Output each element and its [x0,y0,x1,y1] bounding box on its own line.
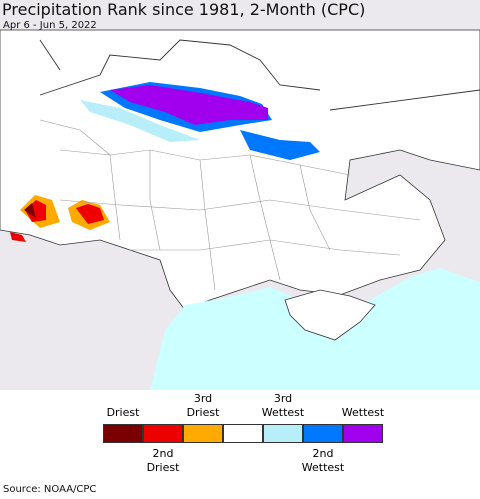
subtitle: Apr 6 - Jun 5, 2022 [3,20,97,31]
legend-label: 2nd Driest [146,447,180,474]
title: Precipitation Rank since 1981, 2-Month (… [2,0,366,19]
moist-region [80,100,200,142]
legend-swatch [303,424,343,443]
dry-region [76,204,104,224]
dry-region [10,232,26,242]
legend-label: 2nd Wettest [301,447,345,474]
legend-label: 3rd Wettest [261,392,305,419]
legend-swatch [183,424,223,443]
wet-region [240,130,320,160]
legend-swatch [223,424,263,443]
legend-swatch [143,424,183,443]
map [0,0,480,390]
legend-swatch [103,424,143,443]
legend-label: Driest [106,406,140,419]
wettest-region [110,85,268,125]
driest-region [24,203,36,218]
crimea [284,289,376,341]
legend-label: Wettest [341,406,385,419]
legend-label: 3rd Driest [186,392,220,419]
source: Source: NOAA/CPC [3,484,97,495]
admin-borders [39,119,421,291]
legend-swatch [263,424,303,443]
legend-swatch [343,424,383,443]
country-borders [39,39,480,111]
